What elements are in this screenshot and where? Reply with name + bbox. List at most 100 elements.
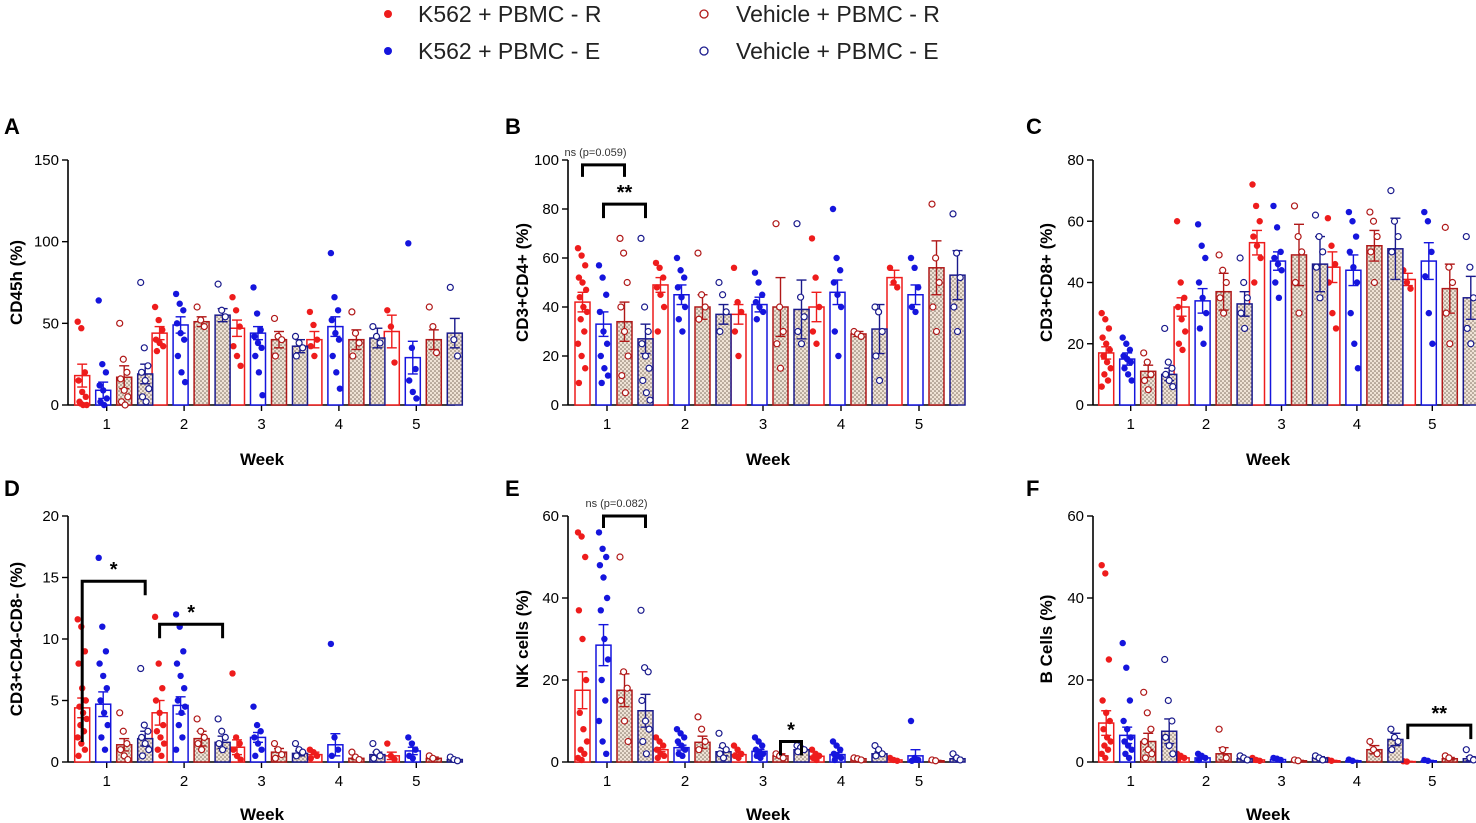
- data-point: [334, 307, 342, 314]
- data-point: [313, 752, 321, 760]
- data-point: [755, 738, 762, 745]
- x-tick-label: 5: [1428, 416, 1436, 433]
- data-point: [1141, 754, 1150, 762]
- data-point: [253, 721, 261, 729]
- data-point: [153, 347, 161, 355]
- data-point: [74, 318, 81, 325]
- data-point: [1448, 278, 1457, 287]
- data-point: [776, 364, 785, 372]
- data-point: [1215, 725, 1223, 733]
- data-point: [1195, 279, 1203, 286]
- data-point: [1098, 309, 1105, 317]
- data-point: [1347, 309, 1354, 317]
- data-point: [1101, 742, 1108, 749]
- x-tick-label: 5: [1428, 773, 1436, 790]
- data-point: [1273, 224, 1281, 231]
- data-point: [1445, 754, 1453, 762]
- data-point: [369, 739, 377, 748]
- panel-letter: C: [1026, 114, 1042, 139]
- data-point: [83, 715, 90, 723]
- legend-label-k562-r: K562 + PBMC - R: [418, 1, 601, 27]
- x-axis-title: Week: [240, 450, 285, 469]
- x-tick-label: 4: [335, 773, 343, 790]
- data-point: [701, 303, 709, 311]
- data-point: [124, 393, 132, 401]
- data-point: [578, 533, 585, 540]
- data-point: [890, 279, 897, 286]
- data-point: [952, 249, 961, 257]
- data-point: [405, 240, 412, 247]
- data-point: [425, 303, 433, 311]
- data-point: [1174, 303, 1182, 311]
- data-point: [255, 369, 263, 376]
- data-point: [98, 734, 105, 741]
- data-point: [177, 329, 184, 337]
- data-point: [578, 756, 585, 764]
- data-point: [1237, 309, 1245, 317]
- data-point: [1351, 340, 1358, 347]
- data-point: [200, 323, 208, 331]
- data-point: [79, 388, 86, 396]
- data-point: [1169, 383, 1177, 391]
- data-point: [731, 328, 739, 335]
- data-point: [837, 267, 844, 274]
- data-point: [582, 553, 589, 561]
- data-point: [715, 278, 723, 287]
- x-tick-label: 4: [837, 416, 845, 433]
- panel-C: C CD3+CD8+ (%) Week 0 20 40 60 80 1 2 3 4 5: [1026, 114, 1476, 469]
- data-point: [1369, 217, 1378, 225]
- data-point: [1272, 279, 1279, 286]
- data-point: [574, 245, 582, 252]
- data-point: [619, 249, 628, 257]
- data-point: [270, 314, 279, 323]
- data-point: [1121, 738, 1128, 745]
- data-point: [1311, 211, 1320, 219]
- data-point: [453, 757, 462, 765]
- data-point: [756, 303, 763, 311]
- data-point: [908, 757, 916, 764]
- x-tick-label: 2: [180, 416, 188, 433]
- data-point: [335, 336, 343, 343]
- data-point: [695, 746, 703, 754]
- data-point: [1164, 358, 1172, 366]
- y-axis-title: CD3+CD8+ (%): [1037, 223, 1056, 342]
- data-point: [716, 327, 724, 336]
- data-point: [1275, 294, 1283, 302]
- data-point: [581, 328, 588, 335]
- data-point: [1441, 223, 1449, 231]
- data-point: [575, 379, 583, 387]
- data-point: [949, 210, 957, 218]
- series-vehicle-r: [616, 553, 945, 765]
- x-tick-label: 3: [257, 773, 265, 790]
- data-point: [1388, 746, 1396, 754]
- data-point: [1125, 754, 1133, 762]
- data-point: [384, 307, 391, 314]
- data-point: [104, 721, 111, 729]
- data-point: [752, 298, 760, 306]
- data-point: [181, 703, 189, 710]
- y-tick-label: 20: [42, 508, 59, 525]
- data-point: [137, 278, 145, 287]
- data-point: [100, 401, 108, 409]
- data-point: [603, 594, 611, 602]
- data-point: [1324, 214, 1332, 222]
- data-point: [1394, 737, 1402, 746]
- x-tick-label: 1: [103, 773, 111, 790]
- data-point: [673, 726, 681, 733]
- data-point: [311, 352, 318, 360]
- data-point: [181, 685, 188, 692]
- data-point: [578, 252, 585, 259]
- data-point: [1143, 709, 1151, 717]
- data-point: [1181, 294, 1188, 302]
- data-point: [95, 554, 102, 562]
- data-point: [1469, 756, 1476, 764]
- x-tick-label: 2: [1202, 416, 1210, 433]
- data-point: [453, 352, 462, 360]
- data-point: [654, 754, 661, 762]
- data-point: [1428, 248, 1435, 256]
- data-point: [376, 339, 384, 347]
- data-point: [697, 291, 706, 299]
- data-point: [1256, 757, 1263, 764]
- data-point: [221, 313, 229, 321]
- significance-bracket: **: [1406, 703, 1473, 740]
